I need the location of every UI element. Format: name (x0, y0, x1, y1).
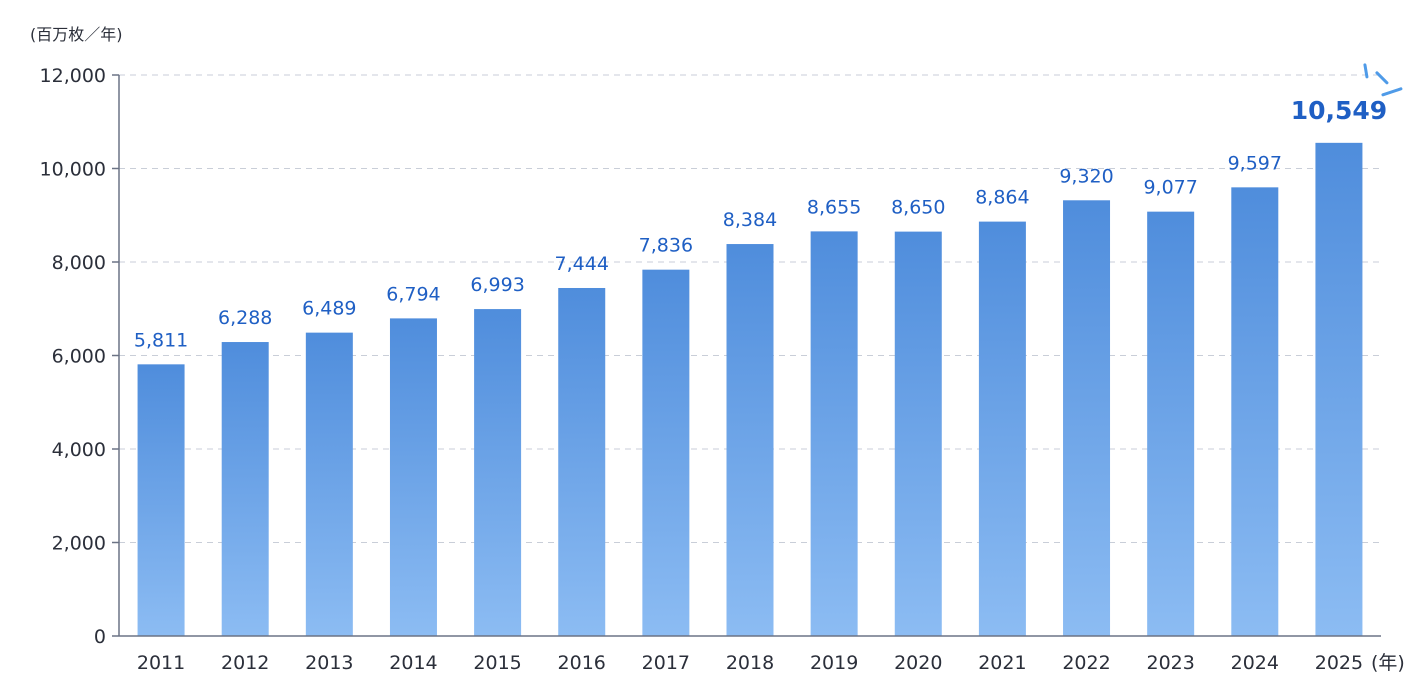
bar-2012 (221, 342, 269, 636)
y-tick-label: 10,000 (40, 159, 106, 181)
axes: 0 2,000 4,000 6,000 8,000 10,000 12,000 2011 201… (40, 65, 1381, 674)
value-label-2016: 7,444 (555, 253, 609, 275)
accent-mark (1363, 63, 1369, 79)
highlight-accent-marks (1363, 63, 1403, 97)
y-tick-label: 6,000 (52, 346, 106, 368)
y-tick-label: 4,000 (52, 439, 106, 461)
bar-2022 (1063, 200, 1111, 637)
bar-2021 (978, 221, 1026, 636)
accent-mark (1375, 71, 1389, 85)
x-tick-label-2017: 2017 (642, 652, 690, 674)
bars (137, 142, 1363, 637)
bar-2023 (1147, 211, 1195, 636)
y-tick-label: 12,000 (40, 65, 106, 87)
value-label-2014: 6,794 (386, 283, 440, 305)
y-tick-label: 0 (94, 626, 106, 648)
x-tick-label-2014: 2014 (389, 652, 437, 674)
bar-2024 (1231, 187, 1279, 636)
bar-2025 (1315, 142, 1363, 637)
value-label-2024: 9,597 (1228, 152, 1282, 174)
value-label-2022: 9,320 (1059, 165, 1113, 187)
value-label-2018: 8,384 (723, 209, 777, 231)
bar-2019 (810, 231, 858, 636)
x-tick-label-2012: 2012 (221, 652, 269, 674)
x-tick-label-2021: 2021 (978, 652, 1026, 674)
value-label-2019: 8,655 (807, 196, 861, 218)
value-label-2012: 6,288 (218, 307, 272, 329)
value-label-2017: 7,836 (639, 235, 693, 257)
bar-2015 (474, 309, 522, 636)
x-tick-label-2023: 2023 (1146, 652, 1194, 674)
bar-2017 (642, 269, 690, 636)
x-tick-label-2020: 2020 (894, 652, 942, 674)
x-tick-label-2016: 2016 (558, 652, 606, 674)
y-tick-label: 8,000 (52, 252, 106, 274)
value-label-2023: 9,077 (1143, 177, 1197, 199)
x-tick-label-2025: 2025 (1315, 652, 1363, 674)
x-tick-label-2011: 2011 (137, 652, 185, 674)
y-axis-unit-label: (百万枚／年) (30, 25, 123, 44)
value-label-2025: 10,549 (1291, 96, 1387, 125)
value-label-2015: 6,993 (470, 274, 524, 296)
bar-2011 (137, 364, 185, 636)
y-tick-label: 2,000 (52, 533, 106, 555)
x-tick-label-2024: 2024 (1231, 652, 1279, 674)
x-tick-label-2022: 2022 (1062, 652, 1110, 674)
bar-2016 (558, 287, 606, 636)
value-label-2021: 8,864 (975, 187, 1029, 209)
x-tick-label-2015: 2015 (473, 652, 521, 674)
bar-2014 (389, 318, 437, 636)
x-tick-label-2019: 2019 (810, 652, 858, 674)
accent-mark (1381, 87, 1403, 97)
x-axis-unit-label: (年) (1371, 652, 1405, 674)
bar-2020 (894, 231, 942, 637)
value-label-2013: 6,489 (302, 298, 356, 320)
value-labels: 5,811 6,288 6,489 6,794 6,993 7,444 7,836 8,384… (134, 96, 1387, 352)
value-label-2020: 8,650 (891, 197, 945, 219)
bar-2018 (726, 244, 774, 636)
x-tick-label-2013: 2013 (305, 652, 353, 674)
value-label-2011: 5,811 (134, 329, 188, 351)
bar-2013 (305, 332, 353, 636)
x-tick-label-2018: 2018 (726, 652, 774, 674)
